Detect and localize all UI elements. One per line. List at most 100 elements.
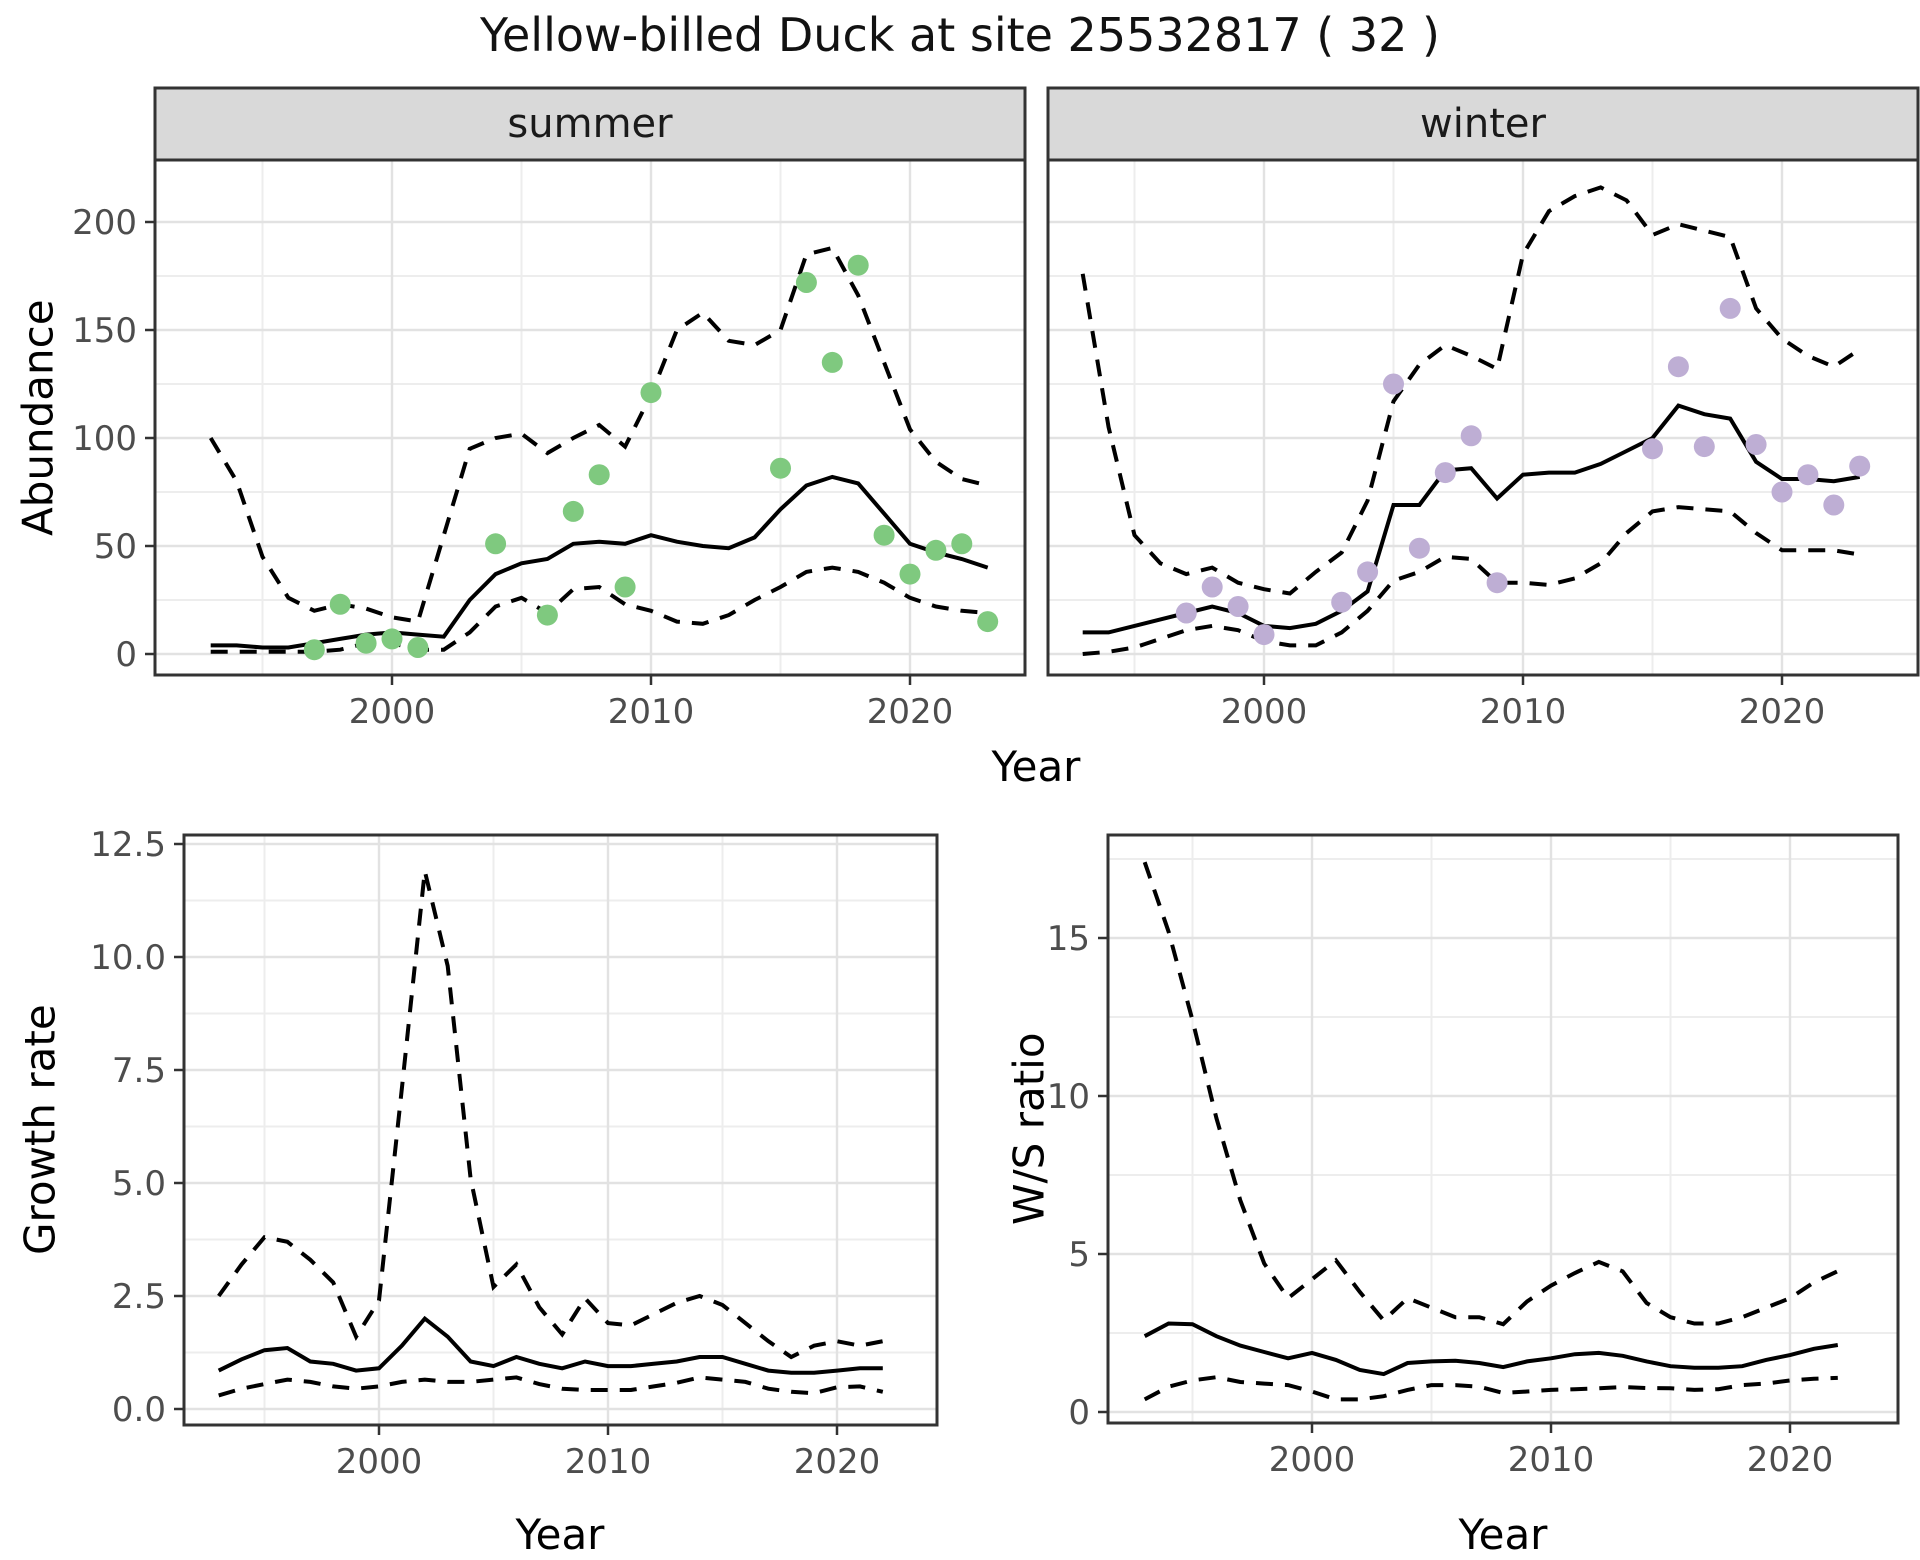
data-point <box>640 382 662 404</box>
data-point <box>588 464 610 486</box>
data-point <box>1175 602 1197 624</box>
series-lower-ci <box>1082 505 1861 656</box>
data-point <box>1771 481 1793 503</box>
data-point <box>1667 356 1689 378</box>
data-point <box>1331 591 1353 613</box>
y-axis-title-ws-ratio: W/S ratio <box>1004 1032 1054 1226</box>
y-tick-label: 2.5 <box>112 1277 166 1317</box>
y-tick-label: 150 <box>72 311 137 351</box>
x-tick-label: 2000 <box>336 1442 423 1482</box>
panel-border <box>153 158 1027 677</box>
series-upper-ci <box>217 870 884 1360</box>
data-point <box>1357 561 1379 583</box>
data-point <box>536 604 558 626</box>
x-tick-label: 2020 <box>794 1442 881 1482</box>
data-point <box>1823 494 1845 516</box>
data-point <box>1719 297 1741 319</box>
series-median <box>217 1315 883 1375</box>
data-point <box>1797 464 1819 486</box>
page-title: Yellow-billed Duck at site 25532817 ( 32… <box>480 8 1440 62</box>
y-tick-label: 0 <box>1068 1393 1090 1433</box>
x-tick-label: 2020 <box>867 692 954 732</box>
series-upper-ci <box>1142 861 1839 1327</box>
panel-abundance-winter: 2000 2010 2020 <box>1046 158 1920 732</box>
x-axis-title-year-growth: Year <box>515 1510 605 1559</box>
y-tick-label: 5 <box>1068 1235 1090 1275</box>
data-point <box>1383 373 1404 395</box>
data-point <box>485 533 507 555</box>
data-point <box>770 457 791 479</box>
data-point <box>1227 596 1249 617</box>
y-tick-label: 15 <box>1047 919 1090 959</box>
panel-border <box>1106 833 1900 1425</box>
facet-strip-label-summer: summer <box>507 101 673 147</box>
data-point <box>355 632 377 654</box>
data-point <box>1849 455 1871 477</box>
series-lower-ci <box>218 1375 884 1398</box>
x-tick-label: 2010 <box>1480 692 1567 732</box>
y-tick-label: 5.0 <box>112 1164 166 1204</box>
series-median <box>1082 403 1861 635</box>
series-median <box>1143 1321 1839 1377</box>
data-point <box>303 639 325 661</box>
y-tick-label: 10 <box>1047 1077 1090 1117</box>
panel-border <box>182 833 939 1427</box>
series-median <box>210 474 989 650</box>
data-point <box>1201 576 1223 598</box>
y-axis-title-growth-rate: Growth rate <box>15 1004 65 1256</box>
y-tick-label: 12.5 <box>90 825 166 865</box>
y-tick-label: 100 <box>72 419 137 459</box>
data-point <box>821 351 843 373</box>
x-axis-title-year-top: Year <box>991 742 1081 791</box>
series-lower-ci <box>210 565 988 654</box>
series-upper-ci <box>208 245 989 624</box>
y-tick-label: 7.5 <box>112 1051 166 1091</box>
series-upper-ci <box>1080 185 1861 596</box>
data-point <box>329 593 351 615</box>
panel-growth-rate: 2000 2010 2020 0.0 2.5 5.0 7.5 10.0 12.5 <box>90 825 939 1482</box>
data-point <box>1408 537 1430 559</box>
panel-border <box>1046 158 1920 677</box>
y-tick-label: 50 <box>94 527 137 567</box>
data-point <box>873 524 895 546</box>
series-lower-ci <box>1143 1375 1838 1402</box>
data-point <box>1642 438 1663 460</box>
y-tick-label: 0.0 <box>112 1390 166 1430</box>
data-point <box>847 254 869 276</box>
y-axis-title-abundance: Abundance <box>13 299 63 536</box>
x-tick-label: 2010 <box>1508 1440 1595 1480</box>
data-point <box>925 539 947 561</box>
data-point <box>977 611 999 633</box>
x-axis-title-year-ws: Year <box>1458 1510 1548 1559</box>
data-point <box>1434 462 1456 484</box>
data-point <box>562 500 584 522</box>
x-tick-label: 2020 <box>1739 692 1826 732</box>
y-tick-label: 200 <box>72 203 137 243</box>
data-point <box>614 576 636 598</box>
x-tick-label: 2020 <box>1747 1440 1834 1480</box>
x-tick-label: 2000 <box>349 692 436 732</box>
data-point <box>1745 434 1767 455</box>
facet-strip <box>1046 86 1920 162</box>
panel-ws-ratio: 2000 2010 2020 0 5 10 15 <box>1047 833 1900 1480</box>
data-point <box>1693 436 1715 458</box>
panel-abundance-summer: 2000 2010 2020 0 50 100 150 200 <box>72 158 1027 732</box>
data-point <box>899 563 921 585</box>
data-point <box>1253 624 1275 646</box>
data-point <box>1486 572 1508 594</box>
facet-strip-label-winter: winter <box>1420 101 1546 147</box>
data-point <box>407 637 429 658</box>
data-point <box>1460 425 1482 447</box>
data-point <box>795 272 817 293</box>
x-tick-label: 2000 <box>1269 1440 1356 1480</box>
x-tick-label: 2010 <box>565 1442 652 1482</box>
x-tick-label: 2000 <box>1221 692 1308 732</box>
data-point <box>381 628 403 650</box>
y-tick-label: 10.0 <box>90 938 166 978</box>
x-tick-label: 2010 <box>608 692 695 732</box>
y-tick-label: 0 <box>115 635 137 675</box>
facet-strip <box>153 86 1027 162</box>
data-point <box>951 533 973 555</box>
